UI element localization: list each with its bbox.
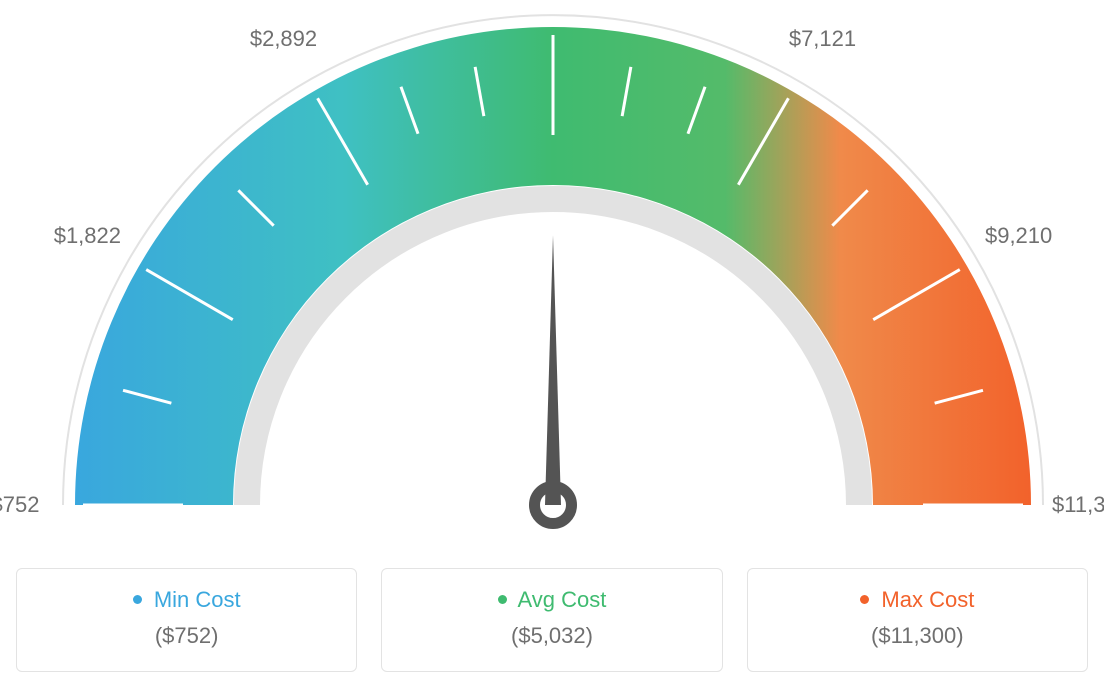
min-cost-title-text: Min Cost xyxy=(154,587,241,612)
max-cost-value: ($11,300) xyxy=(748,623,1087,649)
gauge-tick-label: $752 xyxy=(0,492,39,518)
gauge-tick-label: $11,300 xyxy=(1052,492,1104,518)
avg-cost-title-text: Avg Cost xyxy=(518,587,607,612)
max-cost-dot xyxy=(860,595,869,604)
max-cost-title-text: Max Cost xyxy=(881,587,974,612)
avg-cost-dot xyxy=(498,595,507,604)
summary-cards: Min Cost ($752) Avg Cost ($5,032) Max Co… xyxy=(0,568,1104,672)
avg-cost-card: Avg Cost ($5,032) xyxy=(381,568,722,672)
min-cost-value: ($752) xyxy=(17,623,356,649)
gauge-tick-label: $1,822 xyxy=(54,223,121,249)
min-cost-title: Min Cost xyxy=(17,587,356,613)
gauge-tick-label: $9,210 xyxy=(985,223,1052,249)
min-cost-card: Min Cost ($752) xyxy=(16,568,357,672)
avg-cost-value: ($5,032) xyxy=(382,623,721,649)
max-cost-card: Max Cost ($11,300) xyxy=(747,568,1088,672)
gauge-svg xyxy=(0,0,1104,560)
max-cost-title: Max Cost xyxy=(748,587,1087,613)
gauge-needle xyxy=(545,235,561,505)
avg-cost-title: Avg Cost xyxy=(382,587,721,613)
gauge-tick-label: $2,892 xyxy=(250,26,317,52)
gauge-container: $752$1,822$2,892$5,032$7,121$9,210$11,30… xyxy=(0,0,1104,560)
gauge-tick-label: $7,121 xyxy=(789,26,856,52)
min-cost-dot xyxy=(133,595,142,604)
